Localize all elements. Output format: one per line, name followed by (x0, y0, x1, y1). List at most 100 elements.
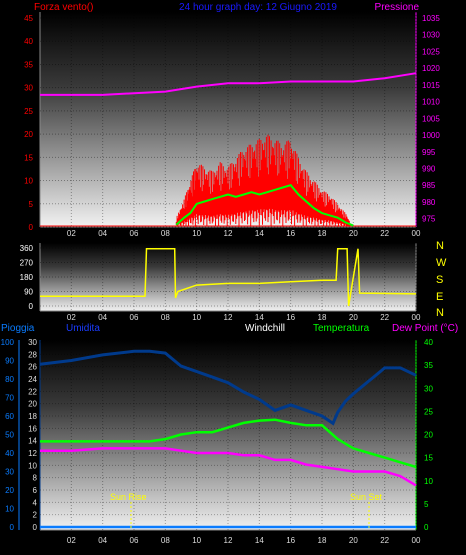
x-tick-label: 14 (255, 229, 264, 238)
temp-y-tick: 10 (424, 477, 433, 486)
x-tick-label: 08 (161, 229, 170, 238)
dir-letter-n-top: N (436, 240, 444, 252)
dir-letter-s: S (436, 274, 443, 286)
wind-direction-line (40, 248, 417, 307)
wind-y-tick: 5 (29, 200, 34, 209)
humidity-y-tick: 70 (5, 394, 14, 403)
pressure-y-tick: 1010 (422, 98, 440, 107)
dir-letter-e: E (436, 291, 443, 303)
temp-plot-area (40, 340, 416, 530)
x-tick-label: 16 (286, 229, 295, 238)
pressure-y-tick: 1005 (422, 114, 440, 123)
chart-title: 24 hour graph day: 12 Giugno 2019 (179, 2, 337, 13)
temp-y-tick: 0 (424, 523, 429, 532)
x-tick-label: 00 (412, 229, 421, 238)
rain-y-tick: 16 (28, 424, 37, 433)
humidity-y-tick: 50 (5, 431, 14, 440)
dir-y-tick: 270 (20, 259, 34, 268)
humidity-y-tick: 30 (5, 468, 14, 477)
x-tick-label: 22 (380, 313, 389, 322)
temperature-label: Temperatura (313, 323, 370, 334)
humidity-y-tick: 40 (5, 449, 14, 458)
rain-y-tick: 30 (28, 338, 37, 347)
windchill-label: Windchill (245, 323, 285, 334)
humidity-y-tick: 0 (10, 523, 15, 532)
rain-y-tick: 12 (28, 449, 37, 458)
pressure-y-tick: 1015 (422, 81, 440, 90)
x-tick-label: 06 (130, 536, 139, 545)
rain-y-tick: 22 (28, 387, 37, 396)
rain-y-tick: 20 (28, 400, 37, 409)
x-tick-label: 22 (380, 536, 389, 545)
humidity-y-tick: 10 (5, 505, 14, 514)
x-tick-label: 08 (161, 313, 170, 322)
rain-y-tick: 18 (28, 412, 37, 421)
wind-y-tick: 45 (24, 14, 33, 23)
pressure-label: Pressione (375, 2, 420, 13)
humidity-y-tick: 20 (5, 486, 14, 495)
x-tick-label: 20 (349, 313, 358, 322)
x-tick-label: 00 (412, 313, 421, 322)
rain-y-tick: 4 (33, 498, 38, 507)
temp-y-tick: 15 (424, 454, 433, 463)
temp-y-tick: 20 (424, 431, 433, 440)
humidity-line (39, 349, 417, 426)
temp-y-tick: 25 (424, 407, 433, 416)
humidity-y-tick: 90 (5, 357, 14, 366)
x-tick-label: 14 (255, 536, 264, 545)
temp-y-tick: 40 (424, 338, 433, 347)
rain-y-tick: 8 (33, 474, 38, 483)
x-tick-label: 00 (412, 536, 421, 545)
x-tick-label: 04 (98, 536, 107, 545)
sunset-label: Sun Set (350, 492, 383, 502)
rain-y-tick: 10 (28, 461, 37, 470)
x-tick-label: 04 (98, 313, 107, 322)
x-tick-label: 12 (224, 536, 233, 545)
temp-y-tick: 35 (424, 361, 433, 370)
rain-label: Pioggia (1, 323, 35, 334)
rain-y-tick: 14 (28, 437, 37, 446)
x-tick-label: 12 (224, 313, 233, 322)
wind-y-tick: 10 (24, 177, 33, 186)
dir-letter-w: W (436, 257, 447, 269)
dir-y-tick: 0 (29, 302, 34, 311)
x-tick-label: 20 (349, 229, 358, 238)
rain-y-tick: 24 (28, 375, 37, 384)
x-tick-label: 18 (318, 313, 327, 322)
x-tick-label: 20 (349, 536, 358, 545)
pressure-y-tick: 975 (422, 215, 436, 224)
pressure-y-tick: 1020 (422, 64, 440, 73)
humidity-y-tick: 80 (5, 375, 14, 384)
pressure-line (40, 72, 417, 96)
humidity-y-tick: 100 (1, 338, 15, 347)
wind-y-tick: 35 (24, 60, 33, 69)
temp-y-tick: 30 (424, 384, 433, 393)
rain-y-tick: 28 (28, 350, 37, 359)
x-tick-label: 12 (224, 229, 233, 238)
temperature-line (40, 418, 417, 469)
wind-y-tick: 25 (24, 107, 33, 116)
wind-chart-left-label: Forza vento() (34, 2, 93, 13)
dir-letter-n-bottom: N (436, 307, 444, 319)
pressure-y-tick: 1035 (422, 14, 440, 23)
humidity-y-tick: 60 (5, 412, 14, 421)
pressure-y-tick: 1025 (422, 47, 440, 56)
axes-lines (18, 12, 417, 531)
wind-y-tick: 0 (29, 223, 34, 232)
dewpoint-line (40, 447, 417, 487)
x-tick-label: 10 (192, 536, 201, 545)
temp-y-tick: 5 (424, 500, 429, 509)
pressure-y-tick: 980 (422, 198, 436, 207)
humidity-label: Umidita (66, 323, 100, 334)
x-tick-label: 06 (130, 229, 139, 238)
sunrise-label: Sun Rise (110, 492, 147, 502)
wind-y-tick: 30 (24, 84, 33, 93)
pressure-y-tick: 990 (422, 164, 436, 173)
dir-y-tick: 360 (20, 244, 34, 253)
x-tick-label: 22 (380, 229, 389, 238)
x-tick-label: 02 (67, 229, 76, 238)
pressure-y-tick: 985 (422, 181, 436, 190)
wind-y-tick: 40 (24, 37, 33, 46)
wind-y-tick: 15 (24, 153, 33, 162)
